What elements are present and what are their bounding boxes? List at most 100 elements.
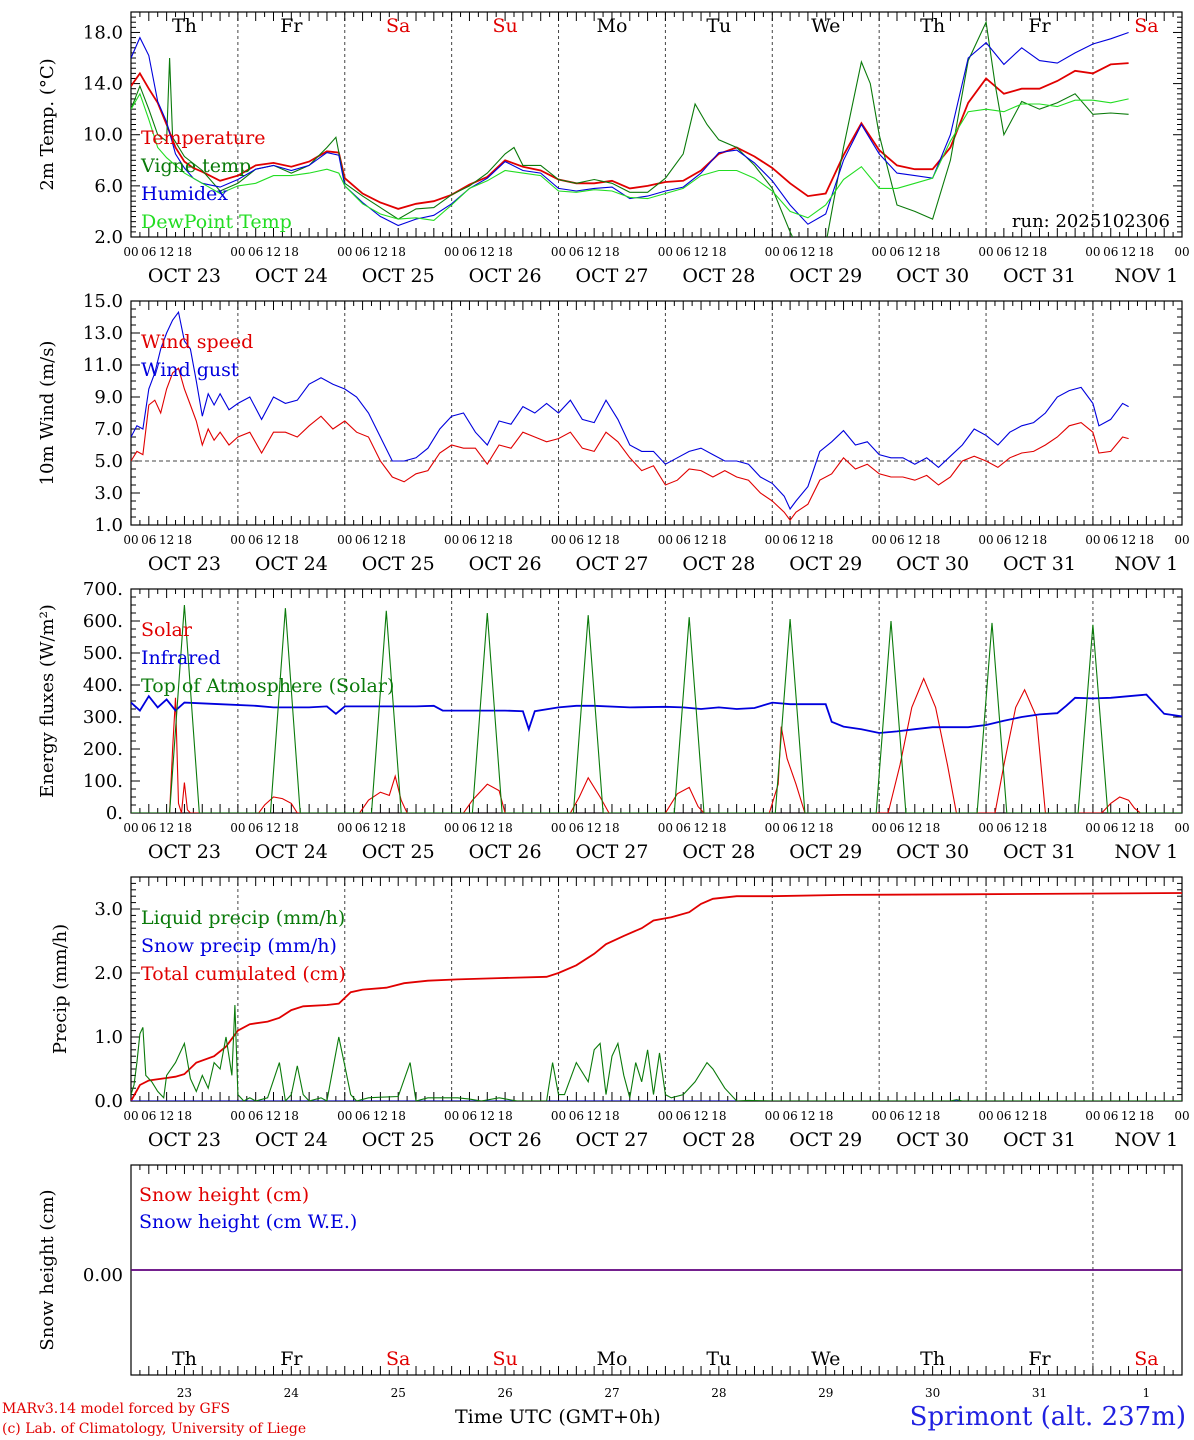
date-label: OCT 24 — [255, 265, 328, 287]
hour-tick-label: 18 — [604, 533, 619, 547]
hour-tick-label: 18 — [284, 245, 299, 259]
hour-tick-label: 00 — [551, 245, 566, 259]
legend-entry: Humidex — [141, 183, 228, 205]
day-number: 24 — [284, 1386, 300, 1400]
hour-tick-label: 06 — [248, 1109, 263, 1123]
hour-tick-label: 06 — [676, 533, 691, 547]
weekday-label: Fr — [1028, 15, 1051, 37]
hour-tick-label: 00 — [872, 533, 887, 547]
weekday-label: Fr — [280, 15, 303, 37]
hour-tick-label: 00 — [1174, 533, 1189, 547]
hour-tick-label: 18 — [497, 533, 512, 547]
hour-tick-label: 18 — [1139, 533, 1154, 547]
hour-tick-label: 00 — [230, 245, 245, 259]
date-label: OCT 24 — [255, 1129, 328, 1151]
y-tick-label: 5.0 — [94, 451, 123, 472]
hour-tick-label: 00 — [444, 1109, 459, 1123]
date-label: OCT 23 — [148, 553, 221, 575]
hour-tick-label: 12 — [373, 821, 388, 835]
plot-frame — [130, 300, 1183, 526]
hour-tick-label: 06 — [676, 821, 691, 835]
y-axis-label: Energy fluxes (W/m²) — [37, 604, 58, 798]
weekday-label: Sa — [386, 15, 410, 37]
hour-tick-label: 06 — [889, 821, 904, 835]
legend-entry: Total cumulated (cm) — [141, 963, 346, 985]
hour-tick-label: 06 — [569, 1109, 584, 1123]
hour-tick-label: 12 — [693, 533, 708, 547]
weekday-label: Th — [920, 15, 945, 37]
plot-frame — [130, 588, 1183, 814]
hour-tick-label: 18 — [818, 1109, 833, 1123]
y-tick-label: 300. — [83, 707, 123, 728]
plot-frame — [130, 11, 1183, 238]
hour-tick-label: 12 — [266, 1109, 281, 1123]
weekday-label-bottom: Sa — [386, 1348, 410, 1370]
date-label: OCT 28 — [682, 1129, 755, 1151]
hour-tick-label: 18 — [1139, 821, 1154, 835]
hour-tick-label: 12 — [1121, 821, 1136, 835]
y-tick-label: 3.0 — [94, 899, 123, 920]
hour-tick-label: 00 — [444, 245, 459, 259]
hour-tick-label: 06 — [141, 821, 156, 835]
hour-tick-label: 18 — [497, 245, 512, 259]
y-tick-label: 100. — [83, 771, 123, 792]
day-number: 1 — [1143, 1386, 1151, 1400]
hour-tick-label: 00 — [337, 245, 352, 259]
date-label: OCT 29 — [789, 265, 862, 287]
hour-tick-label: 06 — [248, 821, 263, 835]
hour-tick-label: 00 — [978, 1109, 993, 1123]
legend-entry: Snow height (cm) — [139, 1184, 309, 1206]
hour-tick-label: 06 — [355, 533, 370, 547]
hour-tick-label: 00 — [230, 821, 245, 835]
hour-tick-label: 06 — [889, 1109, 904, 1123]
date-label: OCT 29 — [789, 841, 862, 863]
hour-tick-label: 12 — [1121, 1109, 1136, 1123]
hour-tick-label: 18 — [1032, 533, 1047, 547]
hour-tick-label: 06 — [141, 1109, 156, 1123]
hour-tick-label: 12 — [373, 245, 388, 259]
date-label: OCT 31 — [1003, 265, 1076, 287]
y-tick-label: 18.0 — [83, 22, 123, 43]
date-label: OCT 30 — [896, 1129, 969, 1151]
hour-tick-label: 18 — [1139, 245, 1154, 259]
y-tick-label: 0. — [106, 803, 123, 824]
hour-tick-label: 00 — [978, 245, 993, 259]
run-annotation: run: 2025102306 — [1012, 211, 1170, 232]
date-label: OCT 30 — [896, 841, 969, 863]
date-label: OCT 23 — [148, 841, 221, 863]
series-line-liquid-precip-mm-h- — [131, 1004, 1182, 1101]
legend-entry: Wind gust — [141, 359, 239, 381]
hour-tick-label: 18 — [711, 1109, 726, 1123]
station-name: Sprimont (alt. 237m) — [909, 1402, 1186, 1432]
hour-tick-label: 06 — [996, 533, 1011, 547]
hour-tick-label: 00 — [765, 1109, 780, 1123]
y-tick-label: 2.0 — [94, 963, 123, 984]
date-label: NOV 1 — [1115, 1129, 1179, 1151]
y-tick-label: 1.0 — [94, 515, 123, 536]
hour-tick-label: 18 — [925, 533, 940, 547]
legend-entry: Liquid precip (mm/h) — [141, 907, 345, 929]
hour-tick-label: 18 — [391, 533, 406, 547]
hour-tick-label: 18 — [711, 821, 726, 835]
hour-tick-label: 06 — [141, 245, 156, 259]
date-label: OCT 31 — [1003, 1129, 1076, 1151]
time-axis-caption: Time UTC (GMT+0h) — [455, 1406, 661, 1428]
hour-tick-label: 18 — [497, 1109, 512, 1123]
hour-tick-label: 18 — [177, 533, 192, 547]
hour-tick-label: 12 — [159, 245, 174, 259]
hour-tick-label: 06 — [355, 821, 370, 835]
hour-tick-label: 00 — [765, 533, 780, 547]
hour-tick-label: 18 — [1032, 821, 1047, 835]
hour-tick-label: 18 — [925, 821, 940, 835]
hour-tick-label: 12 — [907, 533, 922, 547]
y-axis-label: Snow height (cm) — [37, 1189, 58, 1350]
weekday-label: We — [811, 15, 840, 37]
hour-tick-label: 12 — [587, 533, 602, 547]
date-label: OCT 29 — [789, 1129, 862, 1151]
series-line-total-cumulated-cm- — [131, 892, 1182, 1101]
hour-tick-label: 12 — [800, 821, 815, 835]
series-line-temperature — [131, 62, 1129, 210]
date-label: OCT 26 — [469, 1129, 542, 1151]
hour-tick-label: 06 — [1103, 245, 1118, 259]
y-tick-label: 10.0 — [83, 125, 123, 146]
